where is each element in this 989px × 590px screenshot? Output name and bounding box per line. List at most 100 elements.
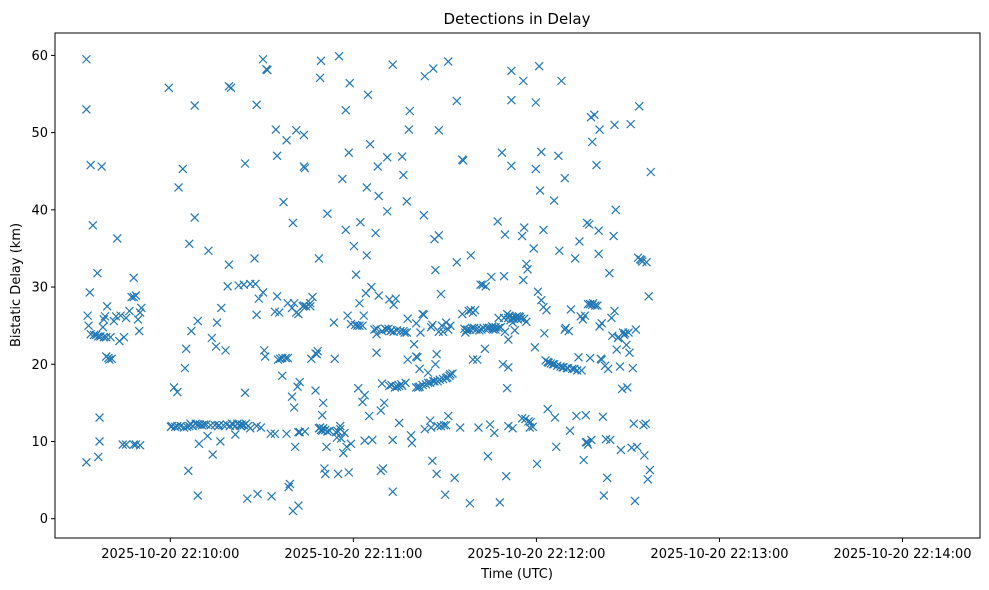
data-point (384, 381, 394, 391)
data-point (430, 376, 439, 386)
data-point (169, 383, 179, 392)
data-point (186, 326, 196, 336)
data-point (190, 101, 200, 111)
data-point (341, 105, 351, 115)
data-point (403, 355, 413, 365)
data-point (506, 66, 516, 76)
data-point (642, 257, 651, 267)
data-point (252, 100, 262, 110)
data-point (530, 342, 540, 352)
data-point (539, 225, 548, 235)
data-point (367, 435, 377, 445)
data-point (452, 96, 462, 106)
data-point (630, 496, 640, 506)
data-point (279, 197, 288, 207)
data-point (394, 418, 404, 428)
data-point (125, 306, 134, 316)
data-point (221, 345, 230, 355)
data-point (294, 309, 303, 319)
data-point (290, 442, 300, 452)
data-point (272, 291, 282, 301)
data-point (584, 220, 594, 229)
chart-title: Detections in Delay (444, 10, 591, 28)
data-point (438, 327, 448, 337)
data-point (586, 435, 596, 445)
data-point (510, 325, 520, 335)
data-point (256, 423, 266, 433)
data-point (634, 101, 644, 111)
data-point (377, 379, 387, 388)
data-point (194, 439, 204, 449)
data-point (81, 54, 91, 64)
data-point (631, 325, 641, 334)
data-point (365, 139, 375, 149)
data-point (318, 398, 328, 408)
data-point (529, 244, 539, 253)
x-tick-label: 2025-10-20 22:12:00 (467, 547, 605, 562)
data-point (183, 466, 193, 476)
data-point (181, 344, 191, 354)
data-point (441, 420, 451, 430)
data-point (566, 305, 576, 314)
data-point (216, 303, 226, 313)
data-point (274, 308, 284, 317)
data-point (521, 317, 531, 327)
data-point (129, 273, 139, 283)
data-point (193, 491, 203, 500)
data-point (300, 427, 310, 436)
data-point (391, 294, 401, 304)
data-point (405, 106, 415, 116)
data-point (603, 364, 613, 374)
data-point (81, 457, 91, 467)
data-point (242, 494, 252, 504)
data-point (443, 57, 453, 66)
data-point (283, 353, 293, 363)
data-point (240, 388, 250, 398)
data-point (315, 73, 325, 83)
data-point (207, 333, 217, 343)
data-point (378, 464, 388, 473)
data-point (86, 160, 96, 170)
data-point (452, 257, 462, 267)
data-point (301, 301, 311, 311)
data-point (288, 218, 298, 228)
data-point (624, 328, 633, 338)
data-point (330, 354, 340, 364)
data-point (214, 420, 224, 430)
data-point (470, 305, 480, 315)
data-point (212, 318, 222, 327)
data-point (434, 327, 444, 337)
data-point (210, 420, 220, 430)
data-point (485, 420, 495, 429)
data-point (493, 216, 503, 226)
data-point (372, 324, 381, 334)
data-point (500, 327, 510, 337)
data-point (252, 310, 262, 320)
data-point (84, 321, 93, 331)
y-tick-label: 40 (31, 203, 48, 218)
data-point (512, 311, 522, 321)
data-point (594, 226, 604, 236)
data-point (532, 459, 542, 469)
data-point (245, 423, 255, 433)
data-point (535, 186, 545, 195)
data-point (240, 159, 250, 168)
data-point (443, 411, 453, 421)
data-point (98, 322, 108, 332)
data-point (112, 233, 122, 243)
data-point (295, 377, 305, 387)
data-point (184, 421, 194, 431)
data-point (388, 435, 398, 445)
x-tick-label: 2025-10-20 22:14:00 (833, 547, 971, 562)
data-point (174, 183, 183, 192)
data-point (508, 423, 518, 433)
y-tick-label: 20 (31, 358, 48, 373)
data-point (351, 270, 361, 280)
data-point (457, 309, 467, 319)
data-point (358, 397, 367, 407)
data-point (97, 162, 107, 172)
data-point (445, 321, 455, 331)
data-point (536, 147, 546, 157)
data-point (258, 54, 268, 64)
data-point (293, 382, 302, 392)
